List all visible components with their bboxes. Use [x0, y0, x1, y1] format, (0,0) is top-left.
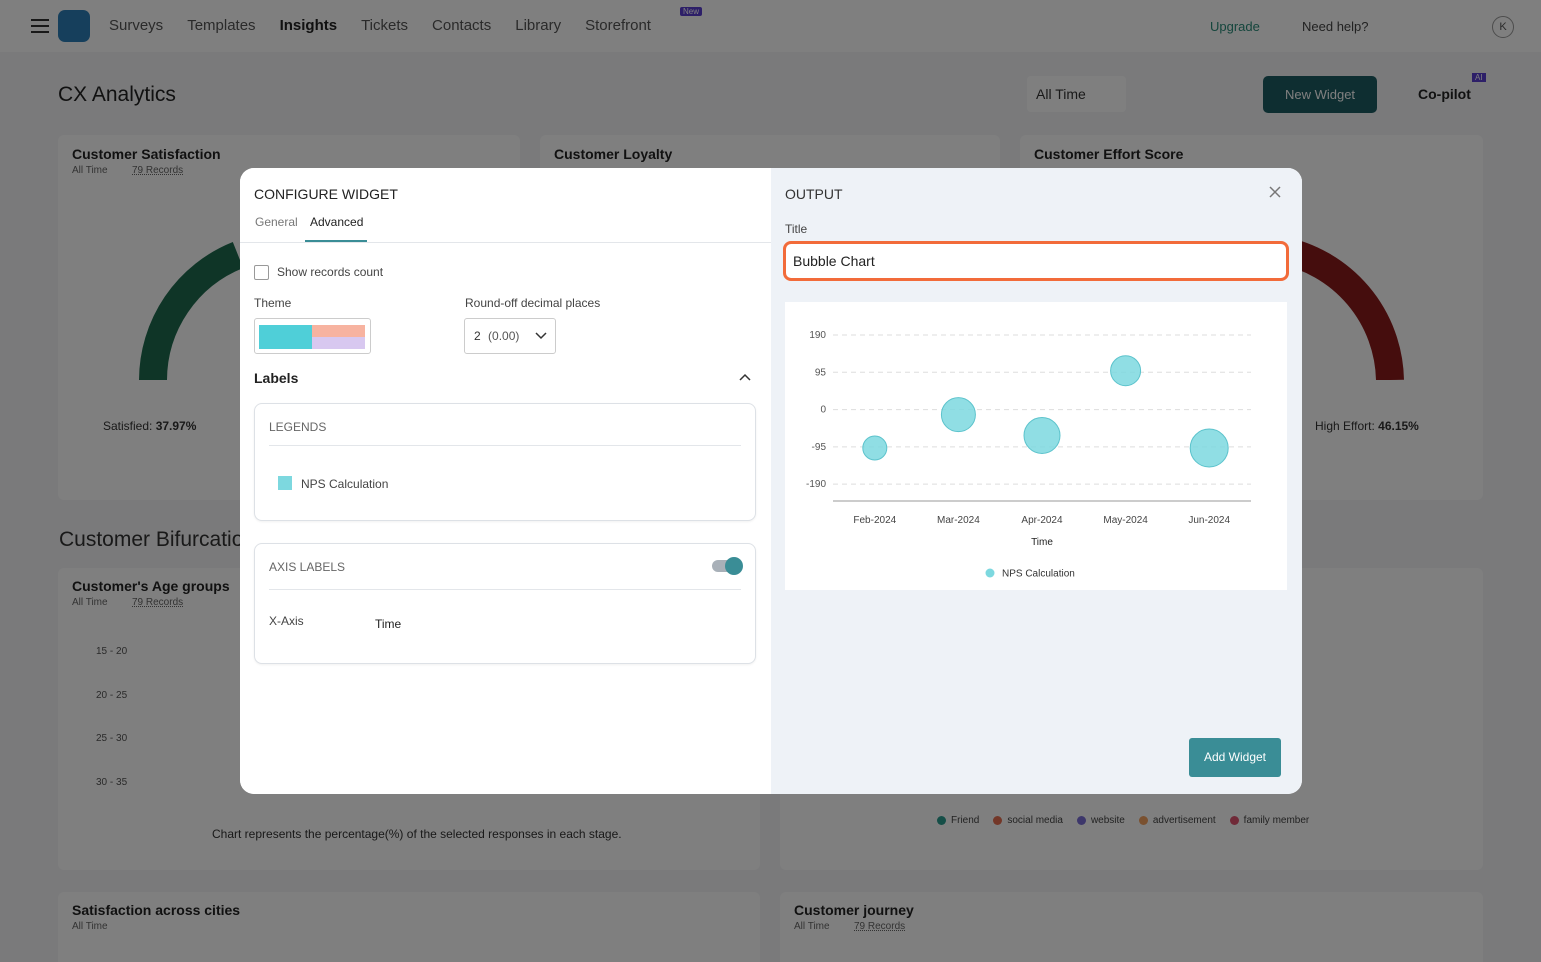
- divider: [269, 589, 741, 590]
- x-tick-label: Mar-2024: [937, 515, 980, 526]
- x-axis-input[interactable]: Time: [375, 617, 402, 631]
- legends-box: LEGENDS NPS Calculation: [254, 403, 756, 521]
- theme-picker[interactable]: [254, 318, 371, 354]
- bubble: [1023, 416, 1061, 454]
- bubble: [1189, 428, 1229, 468]
- y-tick-label: 95: [815, 367, 827, 378]
- x-axis-label: X-Axis: [269, 614, 304, 628]
- select-hint: (0.00): [488, 329, 520, 343]
- legend-name: NPS Calculation: [301, 477, 389, 491]
- add-widget-button[interactable]: Add Widget: [1189, 738, 1281, 777]
- output-panel: OUTPUT Title Bubble Chart 190 95 0 -95 -190 F…: [771, 168, 1302, 794]
- theme-label: Theme: [254, 296, 292, 310]
- bubble: [862, 435, 888, 461]
- title-input[interactable]: Bubble Chart: [783, 241, 1289, 281]
- tab[interactable]: General: [255, 215, 298, 229]
- axis-labels-box: AXIS LABELS X-Axis Time: [254, 543, 756, 664]
- theme-swatch: [312, 337, 365, 349]
- close-icon[interactable]: [1269, 186, 1281, 198]
- box-heading: LEGENDS: [269, 420, 327, 434]
- legend-swatch: [278, 476, 292, 490]
- collapse-icon[interactable]: [739, 373, 751, 383]
- config-panel: CONFIGURE WIDGET General Advanced Show r…: [240, 168, 771, 794]
- bubble: [940, 397, 976, 433]
- checkbox[interactable]: [254, 265, 269, 280]
- theme-swatch: [259, 325, 312, 349]
- y-tick-label: 190: [809, 330, 826, 341]
- configure-modal: CONFIGURE WIDGET General Advanced Show r…: [240, 168, 1302, 794]
- legend-marker: [985, 568, 995, 578]
- tab-underline: [305, 240, 367, 242]
- modal-heading: CONFIGURE WIDGET: [254, 186, 398, 202]
- chevron: [535, 332, 547, 340]
- x-axis-title: Time: [1031, 537, 1053, 548]
- box-heading: AXIS LABELS: [269, 560, 346, 574]
- toggle[interactable]: [712, 557, 743, 575]
- divider: [269, 445, 741, 446]
- bubble-chart: 190 95 0 -95 -190 Feb-2024 Mar-2024 Apr-2024 May…: [785, 302, 1287, 590]
- y-tick-label: -190: [806, 479, 826, 490]
- legend-label: NPS Calculation: [1002, 569, 1075, 580]
- divider: [240, 242, 771, 243]
- theme-swatch: [312, 325, 365, 337]
- y-tick-label: -95: [812, 442, 827, 453]
- title-label: Title: [785, 222, 808, 236]
- select-value: 2: [474, 329, 481, 343]
- checkbox-label: Show records count: [277, 265, 384, 279]
- x-tick-label: Apr-2024: [1021, 515, 1063, 526]
- labels-heading: Labels: [254, 370, 299, 386]
- roundoff-select[interactable]: 2 (0.00): [464, 318, 556, 354]
- roundoff-label: Round-off decimal places: [465, 296, 601, 310]
- x-tick-label: May-2024: [1103, 515, 1148, 526]
- toggle-knob: [725, 557, 743, 575]
- bubble: [1110, 355, 1142, 387]
- x-tick-label: Jun-2024: [1188, 515, 1230, 526]
- y-tick-label: 0: [820, 405, 826, 416]
- x-tick-label: Feb-2024: [853, 515, 896, 526]
- tab-active[interactable]: Advanced: [310, 215, 364, 229]
- output-heading: OUTPUT: [785, 186, 843, 202]
- title-value: Bubble Chart: [793, 253, 875, 269]
